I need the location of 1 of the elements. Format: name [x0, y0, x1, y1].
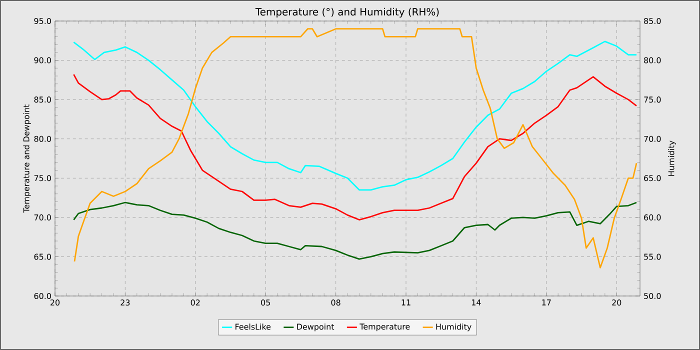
chart-title: Temperature (°) and Humidity (RH%): [255, 8, 439, 18]
